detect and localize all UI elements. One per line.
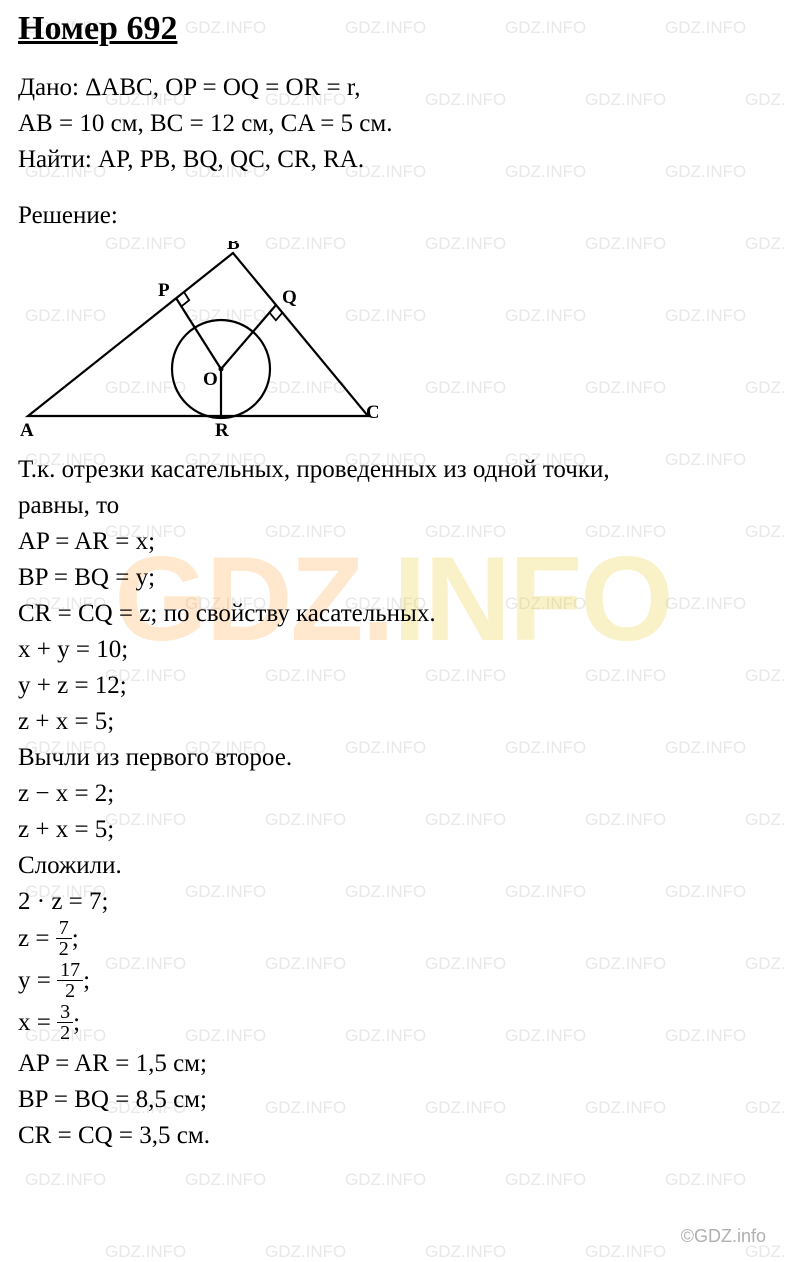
- solution-line: Т.к. отрезки касательных, проведенных из…: [18, 452, 768, 487]
- solution-line: z + x = 5;: [18, 812, 768, 847]
- page-title: Номер 692: [18, 10, 768, 48]
- svg-text:B: B: [227, 241, 240, 254]
- svg-text:A: A: [20, 420, 34, 441]
- svg-text:Q: Q: [282, 287, 297, 308]
- fraction: 72: [56, 918, 72, 959]
- svg-text:P: P: [158, 280, 170, 301]
- solution-line: Вычли из первого второе.: [18, 740, 768, 775]
- given-line: Дано: ΔABC, OP = OQ = OR = r,: [18, 70, 768, 105]
- answer-line: AP = AR = 1,5 см;: [18, 1046, 768, 1081]
- solution-line: AP = AR = x;: [18, 524, 768, 559]
- solution-line: z − x = 2;: [18, 776, 768, 811]
- answer-line: BP = BQ = 8,5 см;: [18, 1082, 768, 1117]
- fraction-line: z = 72;: [18, 920, 768, 961]
- solution-line: x + y = 10;: [18, 632, 768, 667]
- solution-line: z + x = 5;: [18, 704, 768, 739]
- fraction-suffix: ;: [73, 1009, 80, 1036]
- fraction: 32: [57, 1002, 73, 1043]
- svg-text:R: R: [215, 420, 229, 441]
- fraction-prefix: y =: [18, 967, 57, 994]
- solution-label: Решение:: [18, 198, 768, 233]
- fraction-line: y = 172;: [18, 962, 768, 1003]
- fraction-prefix: x =: [18, 1009, 57, 1036]
- solution-line: равны, то: [18, 488, 768, 523]
- fraction-suffix: ;: [72, 925, 79, 952]
- solution-line: Сложили.: [18, 848, 768, 883]
- fraction-line: x = 32;: [18, 1004, 768, 1045]
- solution-line: y + z = 12;: [18, 668, 768, 703]
- geometry-diagram: A B C O P Q R: [18, 241, 768, 446]
- given-line: AB = 10 см, BC = 12 см, CA = 5 см.: [18, 106, 768, 141]
- fraction-prefix: z =: [18, 925, 56, 952]
- diagram-svg: A B C O P Q R: [18, 241, 378, 441]
- svg-text:O: O: [203, 369, 218, 390]
- solution-line: 2 · z = 7;: [18, 884, 768, 919]
- solution-line: BP = BQ = y;: [18, 560, 768, 595]
- answer-line: CR = CQ = 3,5 см.: [18, 1118, 768, 1153]
- fraction: 172: [57, 960, 83, 1001]
- svg-text:C: C: [366, 402, 378, 423]
- solution-line: CR = CQ = z; по свойству касательных.: [18, 596, 768, 631]
- page-content: Номер 692 Дано: ΔABC, OP = OQ = OR = r, …: [18, 10, 768, 1153]
- given-line: Найти: AP, PB, BQ, QC, CR, RA.: [18, 142, 768, 177]
- fraction-suffix: ;: [83, 967, 90, 994]
- credit-text: ©GDZ.info: [681, 1226, 766, 1247]
